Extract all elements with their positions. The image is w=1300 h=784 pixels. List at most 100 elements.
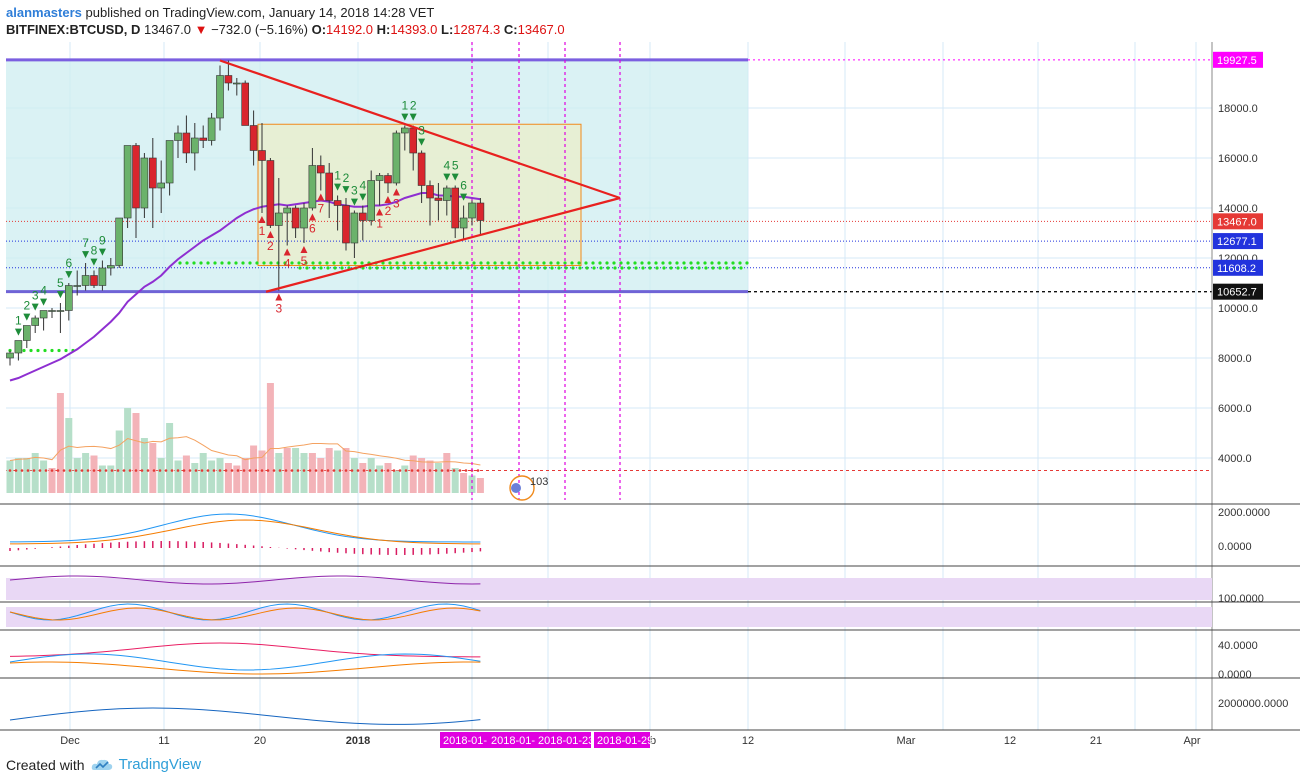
down-triangle-icon: ▼: [12, 325, 24, 339]
support-dot: [458, 261, 462, 265]
down-triangle-icon: ▼: [80, 247, 92, 261]
volume-dot: [242, 469, 246, 472]
support-dot: [36, 348, 40, 353]
volume-bar: [308, 453, 316, 493]
tradingview-link[interactable]: TradingView: [118, 756, 202, 773]
support-dot: [696, 261, 700, 265]
support-dot: [50, 348, 54, 353]
volume-dot: [356, 469, 360, 472]
support-dot: [738, 261, 742, 265]
volume-dot: [296, 469, 300, 472]
support-dot: [375, 266, 379, 270]
date-tag-label: 2018-01-: [443, 735, 487, 747]
down-triangle-icon: ▼: [441, 170, 453, 184]
price-axis-bg: [1212, 42, 1300, 752]
volume-dot: [92, 469, 96, 472]
seq-count-label: 7: [317, 202, 324, 216]
support-dot: [298, 266, 302, 270]
date-tag: [488, 732, 536, 748]
support-dot: [381, 261, 385, 265]
seq-count-label: 4: [40, 284, 47, 298]
down-triangle-icon: ▼: [96, 245, 108, 259]
seq-count-label: 7: [82, 236, 89, 250]
down-triangle-icon: ▼: [54, 287, 66, 301]
candle-body: [48, 310, 56, 312]
wedge-lower-line: [265, 196, 621, 293]
support-dot: [473, 266, 477, 270]
support-dot: [409, 261, 413, 265]
volume-bar: [149, 443, 157, 493]
support-dot: [613, 266, 617, 270]
candle-body: [90, 275, 98, 286]
stoch-k-line: [9, 603, 481, 621]
support-dot: [585, 266, 589, 270]
volume-dot: [206, 469, 210, 472]
volume-bar: [182, 455, 190, 493]
volume-bar: [443, 453, 451, 493]
price-tag-label: 19927.5: [1217, 55, 1257, 67]
volume-dot: [464, 469, 468, 472]
volume-dot: [338, 469, 342, 472]
volume-bar: [40, 460, 48, 493]
support-dot: [529, 266, 533, 270]
support-dot: [634, 266, 638, 270]
down-triangle-icon: ▼: [21, 310, 33, 324]
down-triangle-icon: ▼: [458, 190, 470, 204]
x-tick-label: 2018: [346, 735, 370, 747]
close-value: 13467.0: [517, 22, 565, 37]
candle-body: [400, 127, 409, 134]
support-dot: [711, 266, 715, 270]
support-dot: [682, 261, 686, 265]
support-dot: [444, 261, 448, 265]
volume-dot: [416, 469, 420, 472]
volume-dot: [170, 469, 174, 472]
support-dot: [325, 261, 329, 265]
x-tick-label: 12: [742, 735, 754, 747]
volume-dot: [440, 469, 444, 472]
support-dot: [556, 261, 560, 265]
seq-count-label: 1: [259, 224, 266, 238]
candle-body: [274, 212, 283, 226]
support-dot: [731, 261, 735, 265]
volume-bar: [115, 430, 123, 493]
support-dot: [305, 266, 309, 270]
volume-bar: [384, 463, 392, 493]
support-dot: [641, 266, 645, 270]
volume-dot: [398, 469, 402, 472]
volume-dot: [68, 469, 72, 472]
up-triangle-icon: ▲: [281, 245, 293, 259]
support-dot: [206, 261, 210, 265]
volume-bar: [350, 458, 358, 493]
volume-bar: [392, 470, 400, 493]
support-dot: [227, 261, 231, 265]
down-triangle-icon: ▼: [399, 110, 411, 124]
y-tick-label: 18000.0: [1218, 103, 1258, 115]
y-tick-label: 16000.0: [1218, 153, 1258, 165]
seq-count-label: 8: [91, 244, 98, 258]
pane-tick-label: 40.0000: [1218, 640, 1258, 652]
volume-bar: [476, 478, 484, 493]
last-price: 13467.0: [143, 22, 191, 37]
volume-dot: [266, 469, 270, 472]
volume-dot: [224, 469, 228, 472]
seq-count-label: 2: [343, 171, 350, 185]
date-tag-label: 2018-01-23: [538, 735, 594, 747]
seq-count-label: 1: [334, 169, 341, 183]
volume-dot: [110, 469, 114, 472]
seq-count-label: 1: [376, 217, 383, 231]
volume-dot: [140, 469, 144, 472]
volume-dot: [176, 469, 180, 472]
support-dot: [472, 261, 476, 265]
volume-dot: [284, 469, 288, 472]
y-tick-label: 14000.0: [1218, 203, 1258, 215]
down-triangle-icon: ▼: [357, 190, 369, 204]
author-link[interactable]: alanmasters: [6, 5, 82, 20]
volume-bar: [233, 465, 241, 493]
price-chart[interactable]: 1▼2▼3▼4▼5▼6▼7▼ 8▼9▼▲1 ▲2▲3▲4▲5▲6▲71▼2▼ 3▼4▼…: [0, 42, 1300, 752]
support-dot: [360, 261, 364, 265]
volume-dot: [194, 469, 198, 472]
dmi-minus-line: [9, 661, 481, 675]
support-dot: [619, 261, 623, 265]
volume-bar: [224, 463, 232, 493]
x-tick-label: 11: [158, 735, 169, 747]
